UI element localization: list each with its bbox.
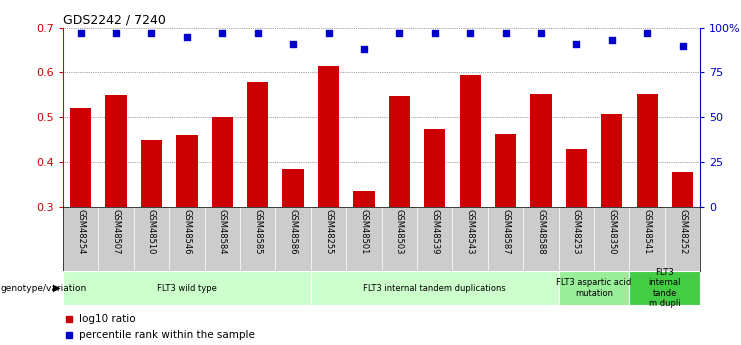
Point	[322, 30, 334, 36]
Bar	[70, 108, 91, 207]
Text: GSM48543: GSM48543	[465, 209, 475, 254]
Point	[288, 41, 299, 47]
Point	[535, 30, 547, 36]
Text: GDS2242 / 7240: GDS2242 / 7240	[63, 13, 166, 27]
Point	[75, 30, 87, 36]
Text: GSM48587: GSM48587	[501, 209, 510, 255]
FancyBboxPatch shape	[559, 271, 629, 305]
Bar	[672, 172, 693, 207]
Point	[110, 30, 122, 36]
Text: FLT3
internal
tande
m dupli: FLT3 internal tande m dupli	[648, 268, 681, 308]
Text: FLT3 wild type: FLT3 wild type	[157, 284, 217, 293]
Text: GSM48501: GSM48501	[359, 209, 368, 254]
Bar	[212, 117, 233, 207]
Bar	[531, 93, 551, 207]
Bar	[353, 191, 374, 207]
Text: GSM48546: GSM48546	[182, 209, 191, 254]
Bar	[601, 114, 622, 207]
Bar	[318, 66, 339, 207]
Text: GSM48584: GSM48584	[218, 209, 227, 254]
Point	[358, 46, 370, 52]
FancyBboxPatch shape	[629, 271, 700, 305]
Text: percentile rank within the sample: percentile rank within the sample	[79, 330, 255, 340]
Bar	[389, 96, 410, 207]
Point	[252, 30, 264, 36]
Point	[606, 37, 618, 43]
Bar	[282, 169, 304, 207]
Point	[571, 41, 582, 47]
Text: FLT3 aspartic acid
mutation: FLT3 aspartic acid mutation	[556, 278, 631, 298]
Point	[216, 30, 228, 36]
Bar	[495, 134, 516, 207]
Bar	[247, 82, 268, 207]
FancyBboxPatch shape	[310, 271, 559, 305]
Text: GSM48539: GSM48539	[431, 209, 439, 254]
Bar	[105, 95, 127, 207]
Point	[429, 30, 441, 36]
Bar	[637, 93, 658, 207]
Point	[499, 30, 511, 36]
Point	[181, 34, 193, 39]
Text: FLT3 internal tandem duplications: FLT3 internal tandem duplications	[363, 284, 506, 293]
Point	[145, 30, 157, 36]
Text: GSM48503: GSM48503	[395, 209, 404, 254]
Text: GSM48253: GSM48253	[572, 209, 581, 254]
Text: GSM48252: GSM48252	[678, 209, 687, 254]
Text: GSM48585: GSM48585	[253, 209, 262, 254]
Point	[641, 30, 653, 36]
Text: GSM48254: GSM48254	[76, 209, 85, 254]
Text: GSM48507: GSM48507	[112, 209, 121, 254]
FancyBboxPatch shape	[63, 271, 310, 305]
Text: GSM48541: GSM48541	[642, 209, 651, 254]
Bar	[176, 135, 198, 207]
Point	[464, 30, 476, 36]
Text: GSM48586: GSM48586	[288, 209, 298, 255]
Text: GSM48255: GSM48255	[324, 209, 333, 254]
Text: GSM48510: GSM48510	[147, 209, 156, 254]
Bar	[565, 149, 587, 207]
Point	[677, 43, 688, 48]
Text: log10 ratio: log10 ratio	[79, 314, 136, 324]
Text: GSM48588: GSM48588	[536, 209, 545, 255]
Text: GSM48350: GSM48350	[607, 209, 617, 254]
Bar	[141, 140, 162, 207]
Text: ▶: ▶	[53, 283, 61, 293]
Text: genotype/variation: genotype/variation	[1, 284, 87, 293]
Bar	[424, 128, 445, 207]
Point	[393, 30, 405, 36]
Bar	[459, 75, 481, 207]
